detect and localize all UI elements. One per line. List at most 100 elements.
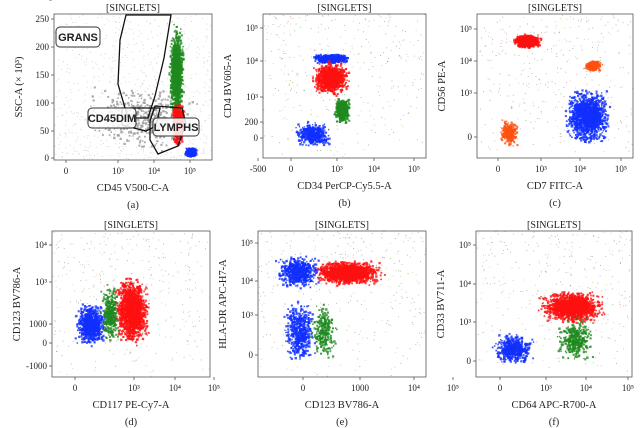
x-tick-label: 10⁵ [184,166,196,176]
event-dot [586,71,588,72]
event-dot [209,90,210,92]
event-dot [512,328,514,330]
event-dot [73,243,74,245]
event-dot [195,73,197,75]
event-dot [335,303,337,305]
event-dot [413,241,415,243]
event-dot [74,150,76,152]
event-dot [66,374,68,375]
event-dot [82,117,84,119]
event-dot [74,112,75,114]
event-dot [56,299,58,301]
event-dot [349,237,351,238]
x-axis-label: CD45 V500-C-A [97,183,170,194]
event-dot [291,88,292,90]
event-dot [377,91,379,93]
event-dot [150,371,151,373]
event-dot [282,259,283,261]
event-dot [262,336,264,338]
population-granulocytes [309,303,338,359]
event-dot [258,292,260,294]
event-dot [569,80,571,82]
x-axis-label: CD7 FITC-A [527,181,584,192]
event-dot [523,98,525,100]
event-dot [611,250,613,252]
event-dot [278,36,280,38]
event-dot [480,298,482,300]
event-dot [537,117,539,119]
event-dot [518,55,520,57]
event-dot [608,139,610,141]
event-dot [415,308,417,310]
event-dot [98,14,100,16]
event-dot [586,257,588,259]
event-points [476,231,632,372]
event-dot [628,300,630,302]
event-dot [556,67,558,68]
event-dot [559,241,560,243]
event-dot [148,269,150,270]
event-dot [550,243,552,245]
event-dot [539,325,541,327]
event-dot [555,119,557,121]
x-tick-label: 10⁵ [615,164,627,174]
event-dot [518,105,520,107]
event-dot [555,331,557,333]
event-dot [65,136,67,138]
event-dot [83,156,85,157]
event-dot [93,247,95,249]
event-dot [511,267,513,269]
event-dot [401,289,403,291]
event-dot [86,48,88,49]
event-dot [327,375,329,377]
event-dot [85,60,87,62]
event-dot [476,246,478,248]
event-dot [399,275,401,277]
event-dot [628,270,630,272]
event-dot [155,353,157,355]
event-dot [364,300,366,302]
population-granulocytes [99,283,120,342]
event-dot [168,273,170,275]
event-dot [357,29,359,31]
event-dot [62,267,64,269]
event-dot [286,118,288,120]
event-dot [390,302,392,303]
event-dot [529,264,531,266]
event-dot [197,153,199,155]
event-dot [308,236,310,238]
event-dot [390,287,391,289]
event-dot [102,93,104,95]
event-dot [605,243,607,245]
event-dot [281,44,283,46]
x-axis-label: CD117 PE-Cy7-A [93,400,170,411]
event-dot [363,241,365,243]
event-dot [131,136,133,138]
event-dot [65,159,67,160]
event-dot [99,278,101,280]
event-dot [150,278,151,280]
event-dot [525,119,527,121]
event-dot [540,112,542,114]
event-dot [187,273,189,275]
event-dot [598,71,600,73]
event-dot [64,124,66,126]
x-tick-label: 10⁵ [408,164,420,174]
event-dot [362,101,364,103]
event-dot [108,20,110,21]
event-dot [381,264,383,266]
event-dot [199,138,201,140]
event-dot [570,275,572,276]
event-dot [350,234,352,235]
event-dot [547,49,549,51]
event-dot [183,30,185,32]
event-dot [519,103,521,105]
event-dot [82,307,84,309]
event-dot [203,86,205,88]
event-dot [360,96,362,98]
event-dot [282,51,284,52]
event-dot [389,257,391,259]
event-dot [186,48,188,50]
event-dot [599,275,601,277]
event-dot [195,159,197,160]
